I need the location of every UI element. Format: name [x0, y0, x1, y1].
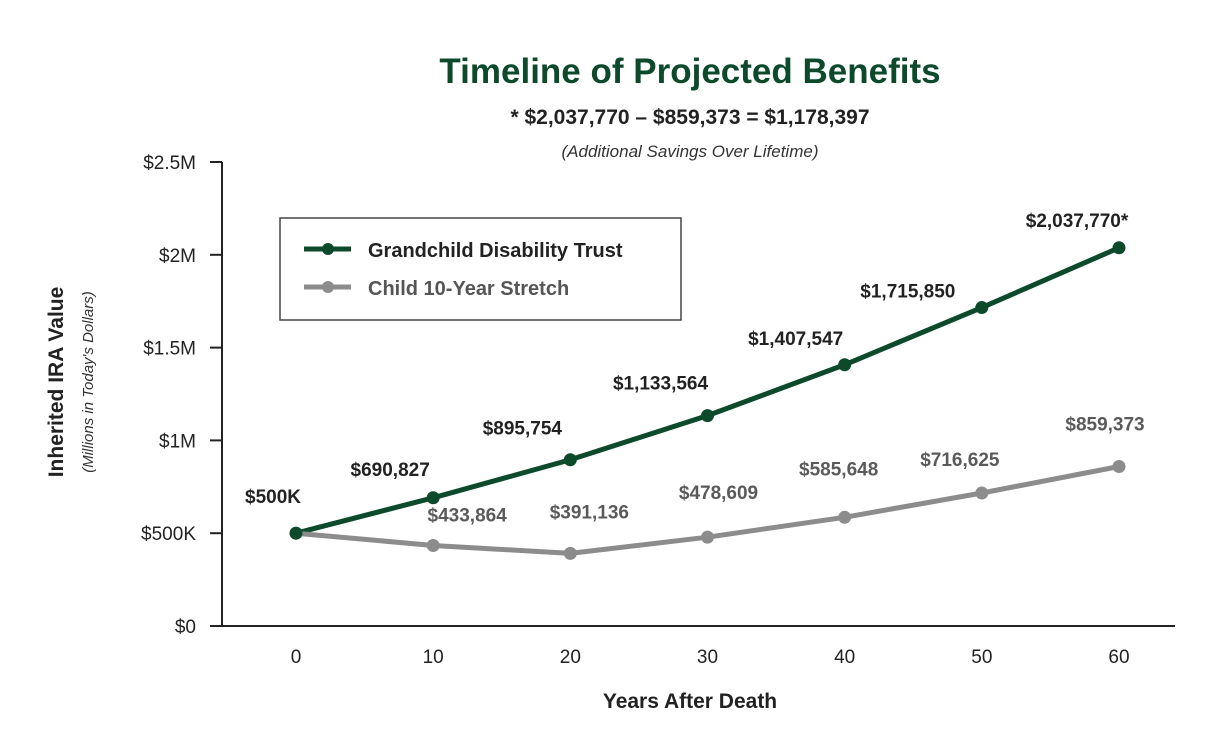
x-tick-label: 60 [1108, 647, 1129, 668]
legend-box [279, 217, 682, 321]
x-tick-label: 30 [697, 647, 718, 668]
y-tick-label: $0 [175, 617, 196, 638]
data-point-trust [838, 358, 852, 372]
x-tick-label: 50 [971, 647, 992, 668]
x-tick-label: 20 [560, 647, 581, 668]
data-label-trust: $895,754 [483, 419, 563, 440]
y-tick-label: $2.5M [143, 153, 196, 174]
y-tick-label: $1M [159, 431, 196, 452]
data-label-stretch: $859,373 [1065, 415, 1144, 436]
chart-note: (Additional Savings Over Lifetime) [561, 142, 819, 161]
data-point-trust [975, 301, 989, 315]
data-point-stretch [701, 530, 714, 544]
data-label-stretch: $585,648 [799, 459, 878, 480]
data-point-stretch [838, 510, 852, 524]
legend-marker-stretch [322, 281, 334, 293]
y-axis-sublabel: (Millions in Today's Dollars) [80, 291, 97, 473]
x-axis-label: Years After Death [603, 690, 777, 713]
legend: Grandchild Disability Trust Child 10-Yea… [279, 217, 682, 321]
y-axis-label: Inherited IRA Value [45, 287, 68, 478]
legend-label-stretch: Child 10-Year Stretch [368, 278, 569, 300]
data-label-trust: $1,407,547 [748, 329, 843, 350]
data-label-trust: $1,133,564 [613, 374, 709, 395]
data-label-stretch: $433,864 [428, 505, 508, 526]
data-point-stretch [975, 486, 989, 500]
data-label-trust: $500K [245, 487, 301, 508]
legend-marker-trust [322, 243, 334, 255]
x-tick-label: 10 [423, 647, 444, 668]
data-point-trust [289, 526, 303, 540]
y-tick-label: $1.5M [143, 339, 196, 360]
y-tick-label: $2M [159, 246, 196, 267]
chart-title: Timeline of Projected Benefits [439, 52, 941, 91]
data-label-trust: $690,827 [351, 460, 430, 481]
data-label-stretch: $716,625 [920, 450, 1000, 471]
data-point-stretch [426, 538, 440, 552]
x-tick-label: 0 [291, 647, 302, 668]
data-point-trust [701, 409, 714, 423]
legend-label-trust: Grandchild Disability Trust [368, 240, 623, 262]
data-label-trust: $1,715,850 [860, 282, 955, 303]
data-point-trust [426, 491, 440, 505]
data-label-stretch: $391,136 [550, 502, 629, 523]
data-point-stretch [1112, 460, 1126, 474]
data-point-trust [1112, 241, 1126, 255]
x-tick-label: 40 [834, 647, 855, 668]
chart-subtitle: * $2,037,770 – $859,373 = $1,178,397 [510, 106, 870, 129]
y-tick-label: $500K [141, 524, 196, 545]
data-point-trust [563, 453, 577, 467]
data-point-stretch [563, 546, 577, 560]
data-label-trust: $2,037,770* [1026, 211, 1129, 232]
data-label-stretch: $478,609 [679, 483, 758, 504]
